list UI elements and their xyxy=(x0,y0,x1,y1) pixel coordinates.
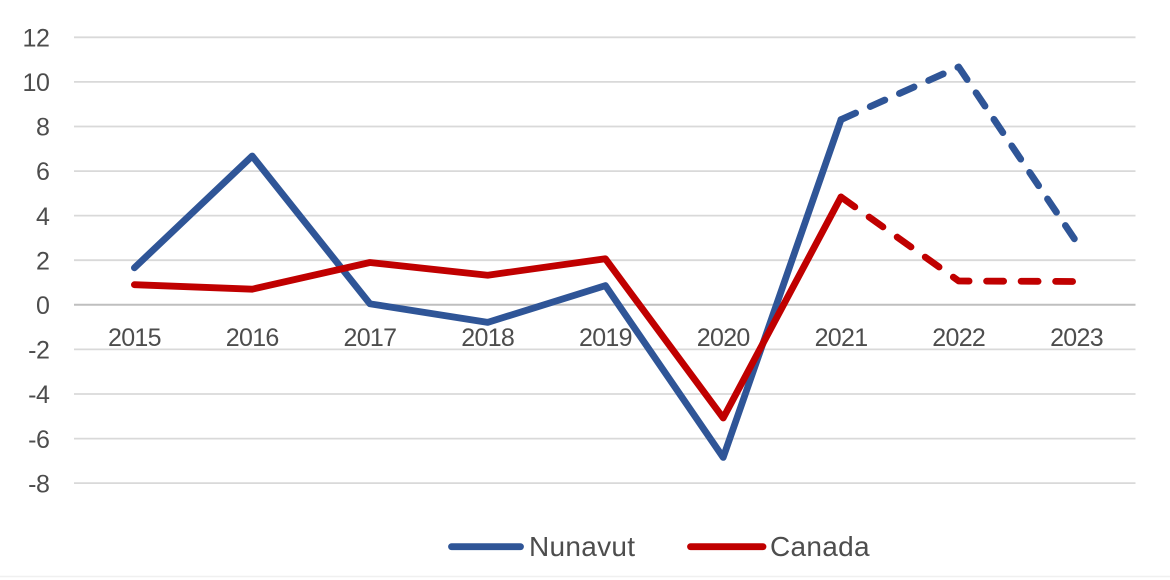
svg-text:Nunavut: Nunavut xyxy=(529,531,635,562)
svg-text:-2: -2 xyxy=(28,337,49,365)
svg-text:12: 12 xyxy=(22,24,49,52)
svg-text:4: 4 xyxy=(36,203,50,231)
svg-text:Canada: Canada xyxy=(770,531,870,562)
svg-text:2017: 2017 xyxy=(343,324,396,352)
svg-text:2021: 2021 xyxy=(815,324,868,352)
svg-text:10: 10 xyxy=(22,69,49,97)
svg-text:-6: -6 xyxy=(28,426,49,454)
svg-text:2019: 2019 xyxy=(579,324,632,352)
svg-text:6: 6 xyxy=(36,158,50,186)
svg-text:2018: 2018 xyxy=(461,324,514,352)
svg-text:-4: -4 xyxy=(28,381,50,409)
svg-text:2016: 2016 xyxy=(226,324,279,352)
svg-text:0: 0 xyxy=(36,292,50,320)
svg-text:2023: 2023 xyxy=(1050,324,1103,352)
svg-text:2: 2 xyxy=(36,247,50,275)
svg-text:8: 8 xyxy=(36,114,50,142)
svg-text:2015: 2015 xyxy=(108,324,161,352)
svg-text:-8: -8 xyxy=(28,470,49,498)
svg-text:2022: 2022 xyxy=(932,324,985,352)
svg-text:2020: 2020 xyxy=(697,324,750,352)
